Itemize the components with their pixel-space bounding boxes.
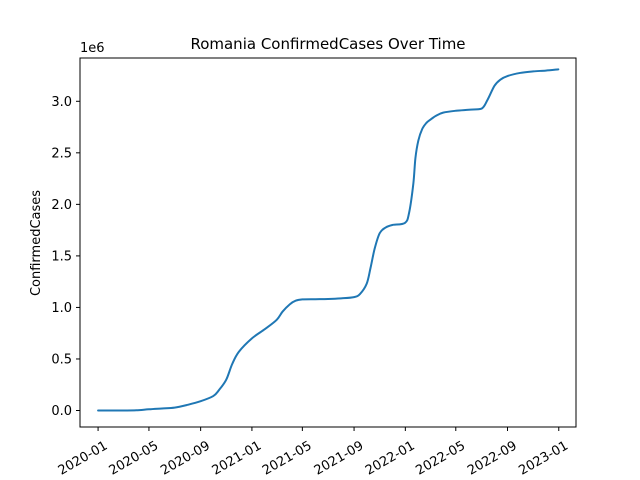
y-tick-label: 2.5: [51, 146, 72, 161]
y-tick-label: 0.0: [51, 404, 72, 419]
y-tick-label: 0.5: [51, 352, 72, 367]
x-tick-label: 2020-01: [56, 438, 111, 478]
y-tick-label: 3.0: [51, 95, 72, 110]
x-tick-label: 2021-05: [260, 438, 315, 478]
x-tick-label: 2020-05: [107, 438, 162, 478]
x-tick-label: 2022-01: [363, 438, 418, 478]
x-tick-label: 2021-09: [312, 438, 367, 478]
x-tick-label: 2022-05: [413, 438, 468, 478]
plot-frame: [79, 57, 577, 428]
x-tick-label: 2022-09: [465, 438, 520, 478]
y-tick-label: 1.5: [51, 249, 72, 264]
y-offset-label: 1e6: [80, 41, 105, 56]
y-tick-label: 1.0: [51, 301, 72, 316]
x-axis: 2020-012020-052020-092021-012021-052021-…: [56, 427, 571, 479]
series-line: [97, 68, 560, 412]
x-tick-label: 2023-01: [516, 438, 571, 478]
y-axis-label: ConfirmedCases: [29, 190, 44, 296]
chart-title: Romania ConfirmedCases Over Time: [190, 35, 465, 53]
x-tick-label: 2021-01: [210, 438, 265, 478]
x-tick-label: 2020-09: [158, 438, 213, 478]
y-tick-label: 2.0: [51, 198, 72, 213]
y-axis: 0.0 0.5 1.0 1.5 2.0 2.5 3.0: [51, 95, 80, 419]
